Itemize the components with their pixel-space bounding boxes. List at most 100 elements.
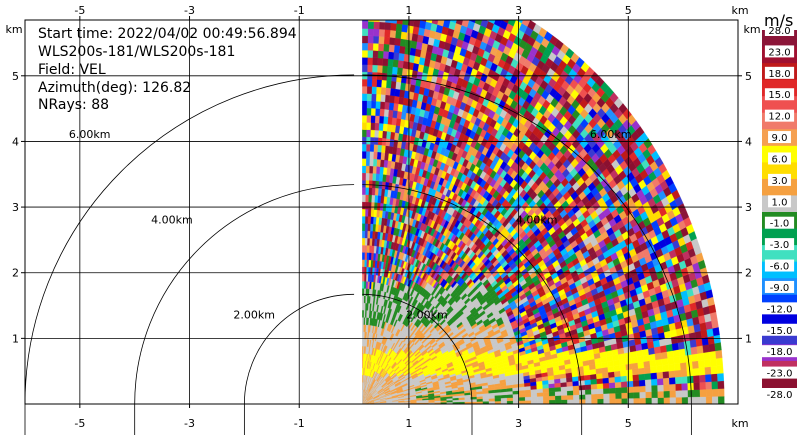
velocity-cell: [506, 397, 514, 402]
velocity-cell: [482, 398, 490, 402]
velocity-cell: [387, 109, 394, 118]
velocity-cell: [619, 364, 627, 371]
velocity-cell: [398, 2, 405, 10]
velocity-cell: [391, 73, 398, 82]
velocity-cell: [665, 343, 673, 352]
velocity-cell: [705, 381, 713, 390]
velocity-cell: [603, 393, 610, 399]
velocity-cell: [416, 0, 423, 6]
velocity-cell: [406, 25, 414, 34]
velocity-cell: [699, 381, 707, 390]
velocity-cell: [699, 389, 707, 397]
velocity-cell: [402, 20, 409, 26]
velocity-cell: [392, 59, 399, 68]
velocity-cell: [549, 395, 556, 401]
velocity-cell: [683, 340, 691, 349]
velocity-cell: [590, 378, 598, 385]
velocity-cell: [395, 30, 402, 39]
velocity-cell: [567, 399, 574, 404]
velocity-cell: [572, 380, 580, 387]
velocity-cell: [543, 395, 550, 401]
velocity-cell: [673, 356, 681, 365]
velocity-cell: [711, 373, 718, 382]
velocity-cell: [645, 397, 653, 404]
velocity-cell: [418, 20, 427, 29]
velocity-cell: [662, 371, 670, 379]
velocity-cell: [718, 396, 725, 404]
velocity-cell: [560, 386, 568, 392]
velocity-cell: [579, 394, 586, 400]
velocity-cell: [689, 339, 697, 348]
velocity-cell: [688, 332, 696, 341]
velocity-cell: [494, 397, 502, 402]
velocity-cell: [490, 8, 498, 18]
velocity-cell: [669, 377, 676, 385]
velocity-cell: [446, 5, 453, 14]
velocity-cell: [714, 342, 722, 352]
velocity-cell: [485, 5, 493, 15]
velocity-cell: [651, 384, 658, 392]
velocity-cell: [690, 346, 698, 355]
velocity-cell: [383, 116, 389, 125]
velocity-cell: [397, 9, 404, 17]
velocity-cell: [441, 0, 448, 5]
velocity-cell: [681, 396, 689, 404]
velocity-cell: [518, 396, 526, 401]
velocity-cell: [692, 367, 700, 376]
velocity-cell: [467, 0, 475, 7]
velocity-cell: [614, 376, 622, 383]
velocity-cell: [476, 398, 484, 402]
velocity-cell: [566, 381, 574, 387]
velocity-cell: [536, 384, 543, 390]
velocity-cell: [536, 392, 544, 397]
velocity-cell: [434, 2, 441, 11]
velocity-cell: [389, 37, 396, 46]
velocity-cell: [573, 399, 580, 404]
velocity-cell: [717, 380, 725, 389]
velocity-cell: [648, 353, 656, 361]
velocity-cell: [639, 391, 646, 399]
velocity-cell: [650, 366, 657, 374]
velocity-cell: [698, 359, 705, 369]
velocity-cell: [675, 383, 683, 391]
velocity-cell: [609, 387, 616, 394]
velocity-cell: [651, 391, 659, 398]
velocity-cell: [621, 392, 628, 399]
velocity-cell: [717, 372, 724, 382]
velocity-cell: [524, 393, 532, 398]
velocity-cell: [473, 0, 481, 9]
velocity-cell: [632, 380, 640, 387]
velocity-cell: [656, 365, 663, 373]
velocity-cell: [596, 378, 604, 385]
velocity-cell: [392, 1, 399, 9]
velocity-cell: [675, 390, 683, 398]
velocity-cell: [458, 9, 466, 18]
velocity-cell: [390, 80, 397, 89]
velocity-cell: [487, 0, 495, 8]
velocity-cell: [378, 173, 384, 182]
velocity-cell: [560, 390, 568, 396]
velocity-cell: [415, 5, 422, 13]
velocity-cell: [392, 0, 399, 2]
velocity-cell: [708, 343, 716, 352]
velocity-cell: [395, 81, 402, 90]
velocity-cell: [387, 51, 395, 60]
velocity-cell: [657, 384, 664, 392]
velocity-cell: [621, 398, 628, 404]
velocity-cell: [387, 58, 394, 67]
velocity-cell: [614, 381, 622, 388]
velocity-cell: [386, 73, 393, 82]
velocity-cell: [663, 384, 670, 392]
velocity-cell: [639, 385, 646, 393]
velocity-cell: [501, 20, 503, 21]
velocity-cell: [631, 362, 639, 370]
velocity-cell: [455, 0, 463, 2]
velocity-cell: [602, 372, 609, 379]
velocity-cell: [398, 52, 405, 62]
velocity-cell: [663, 377, 670, 385]
velocity-cell: [596, 372, 603, 380]
velocity-cell: [654, 352, 662, 361]
velocity-cell: [388, 102, 395, 111]
velocity-cell: [500, 397, 508, 402]
